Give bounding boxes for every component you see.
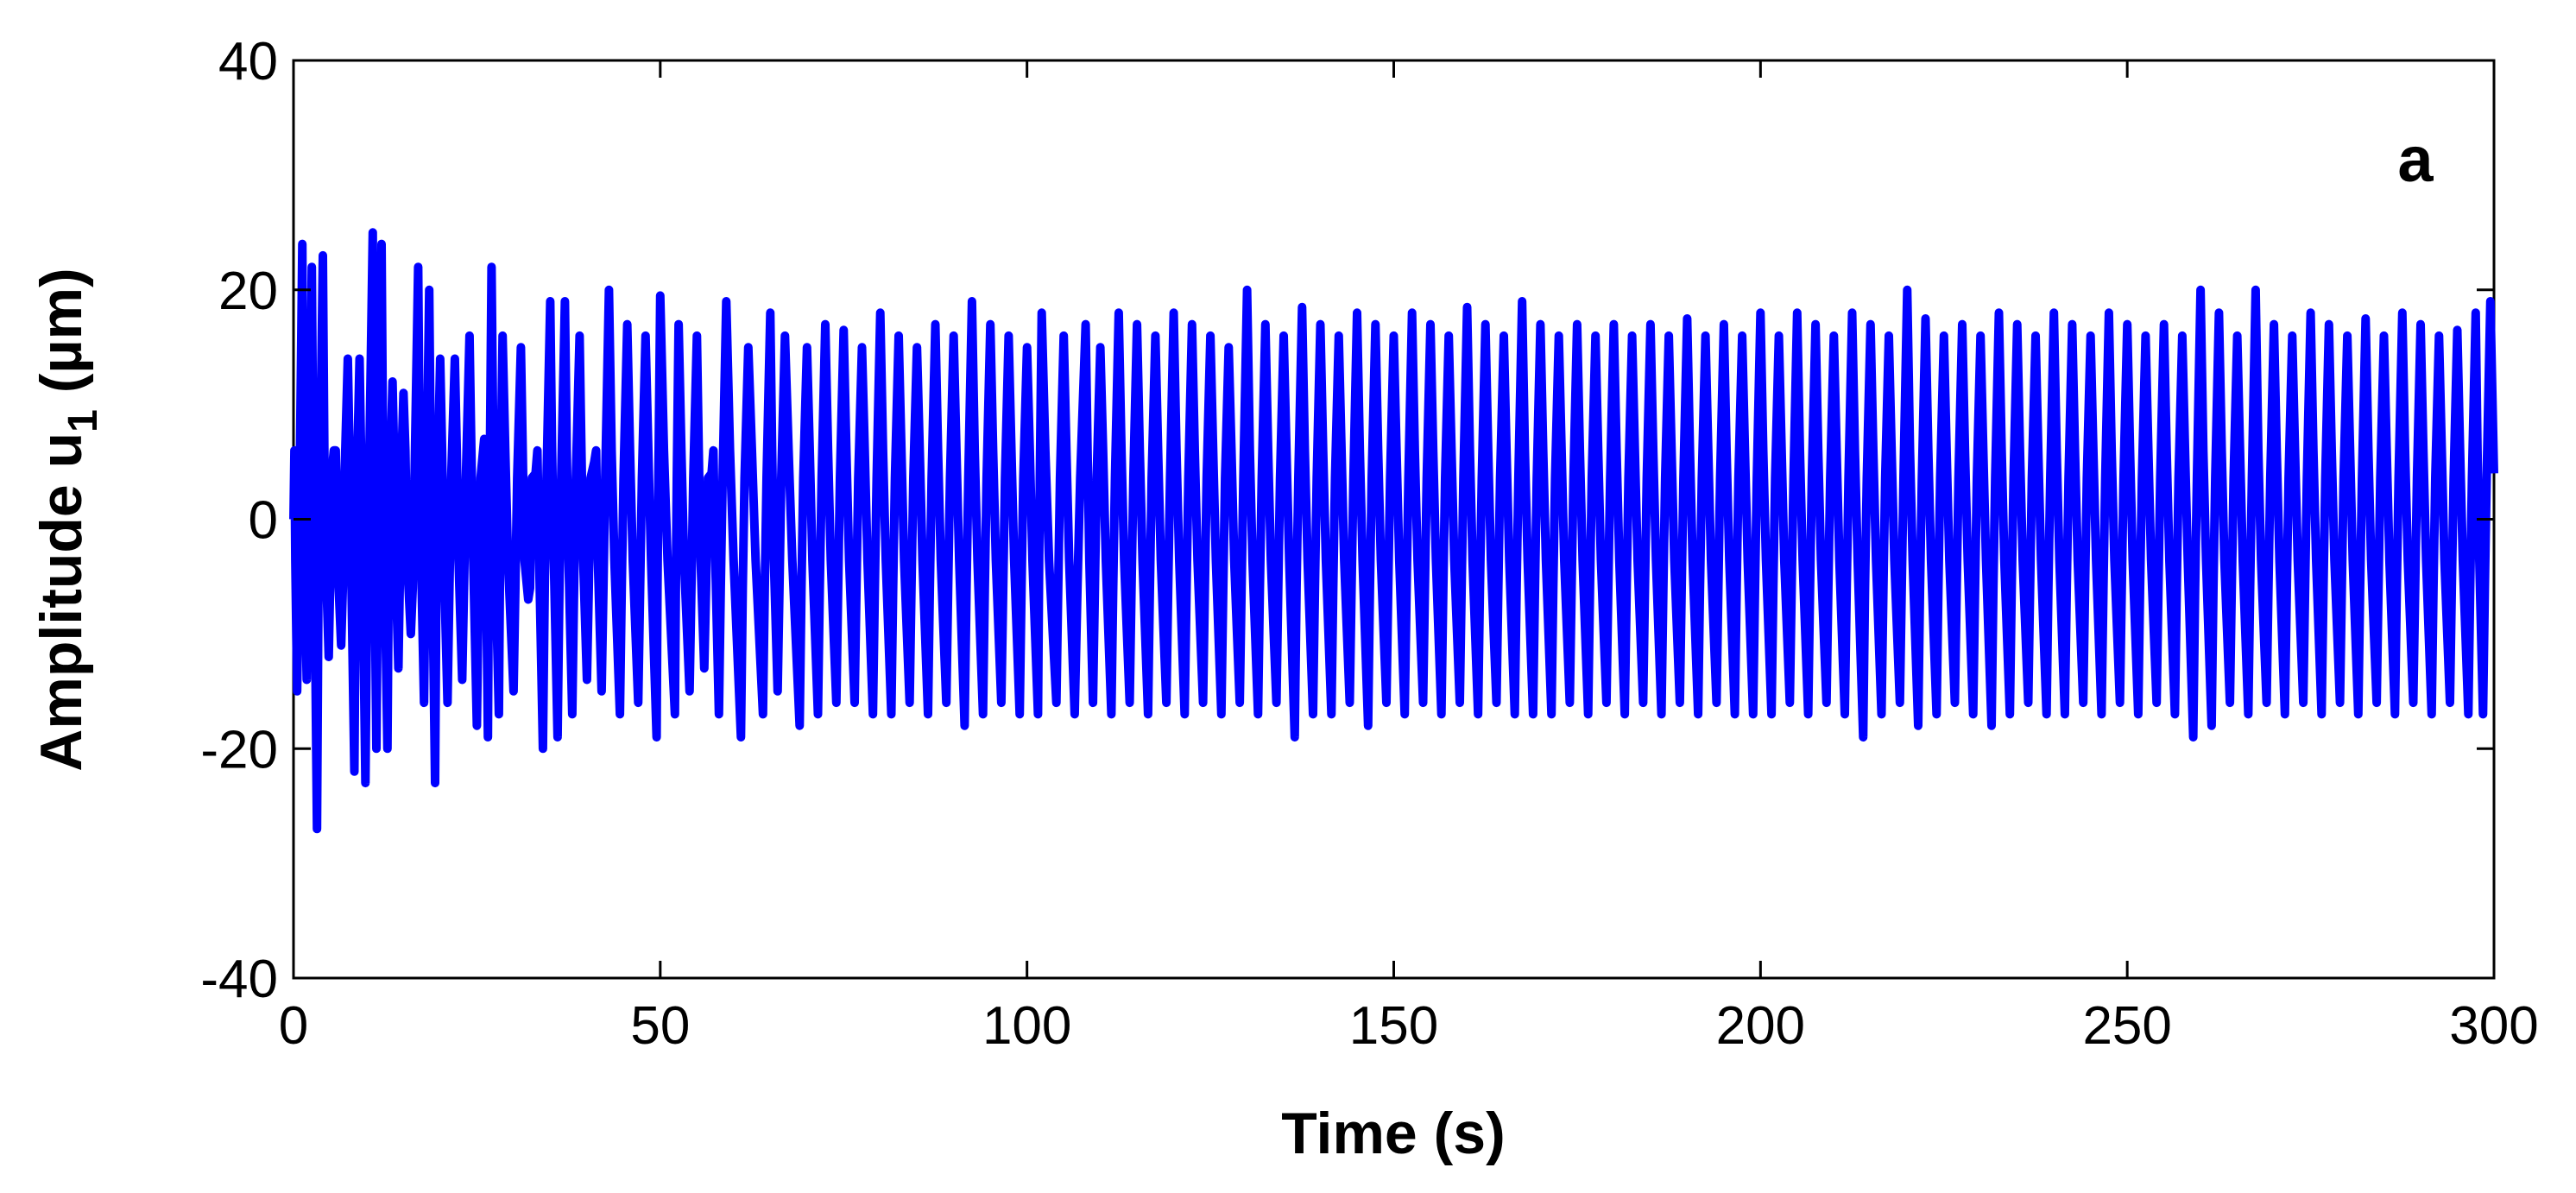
x-tick-label: 200 xyxy=(1716,996,1805,1056)
y-tick-label: -40 xyxy=(200,950,278,1009)
y-tick-label: 0 xyxy=(249,491,278,551)
x-axis-title: Time (s) xyxy=(1281,1101,1505,1166)
y-axis-title-main: Amplitude u xyxy=(28,432,94,772)
y-tick-label: -20 xyxy=(200,720,278,780)
x-axis-ticks: 0 50 100 150 200 250 300 xyxy=(279,60,2539,1056)
svg-text:Amplitude u1 (µm): Amplitude u1 (µm) xyxy=(28,268,106,771)
y-axis-title-subscript: 1 xyxy=(60,409,106,432)
series-line-amplitude xyxy=(289,228,2498,834)
x-tick-label: 150 xyxy=(1349,996,1438,1056)
x-tick-label: 300 xyxy=(2449,996,2538,1056)
y-axis-ticks: -40 -20 0 20 40 xyxy=(200,32,2494,1009)
x-tick-label: 0 xyxy=(279,996,308,1056)
x-tick-label: 100 xyxy=(982,996,1071,1056)
y-tick-label: 20 xyxy=(218,262,278,321)
plot-area: 0 50 100 150 200 250 300 -40 -20 0 20 40 xyxy=(200,32,2538,1056)
y-axis-title: Amplitude u1 (µm) xyxy=(28,268,106,771)
y-tick-label: 40 xyxy=(218,32,278,92)
y-axis-title-unit: (µm) xyxy=(28,268,94,393)
x-tick-label: 250 xyxy=(2082,996,2171,1056)
panel-label: a xyxy=(2397,123,2434,195)
series-layer xyxy=(289,228,2498,834)
x-tick-label: 50 xyxy=(630,996,690,1056)
